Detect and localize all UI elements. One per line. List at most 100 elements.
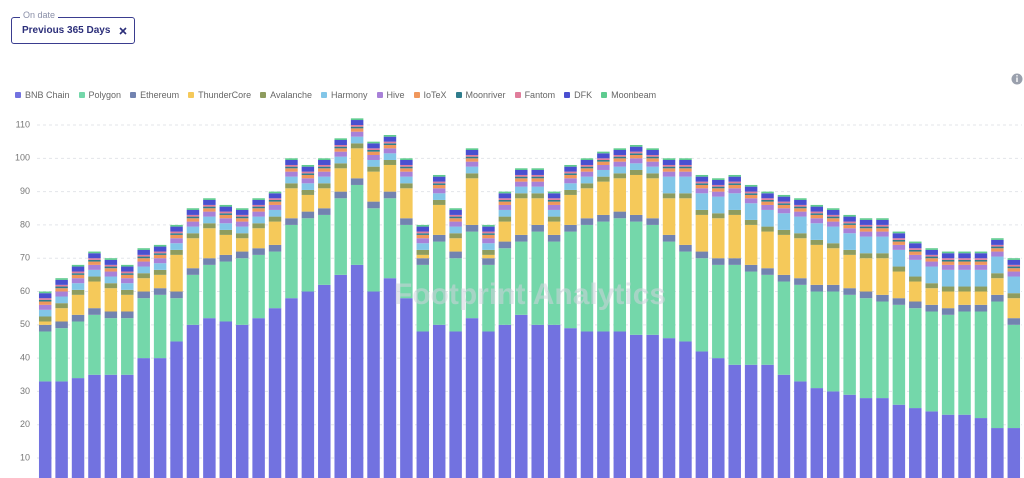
legend-item[interactable]: Polygon — [78, 90, 121, 100]
legend-label: ThunderCore — [198, 90, 252, 100]
bar-segment — [383, 136, 397, 142]
bar-segment — [876, 218, 889, 220]
bar-segment — [55, 286, 68, 289]
bar-segment — [416, 254, 430, 259]
legend-item[interactable]: Moonbeam — [601, 90, 656, 100]
bar-segment — [400, 188, 413, 219]
bar-segment — [974, 261, 988, 265]
bar-segment — [580, 176, 594, 184]
bar-segment — [38, 324, 52, 332]
legend-label: BNB Chain — [25, 90, 70, 100]
legend-item[interactable]: Fantom — [514, 90, 555, 100]
bar-segment — [892, 233, 906, 239]
bar-segment — [695, 181, 709, 184]
bar-segment — [679, 341, 692, 478]
bar-segment — [482, 249, 495, 255]
bar-segment — [71, 264, 85, 267]
bar-segment — [662, 158, 676, 160]
bar-segment — [285, 158, 298, 160]
bar-segment — [219, 204, 233, 207]
legend-item[interactable]: Hive — [376, 90, 405, 100]
bar-segment — [285, 164, 298, 167]
bar-segment — [531, 198, 544, 225]
bar-segment — [826, 248, 840, 285]
bar-segment — [547, 209, 561, 217]
bar-segment — [941, 259, 955, 262]
bar-segment — [318, 158, 331, 160]
bar-segment — [728, 176, 741, 182]
bar-segment — [71, 314, 85, 322]
bar-segment — [449, 218, 462, 222]
y-tick-label: 80 — [20, 219, 30, 229]
bar-segment — [531, 176, 544, 179]
bar-segment — [646, 148, 659, 150]
bar-segment — [449, 221, 462, 227]
legend-item[interactable]: BNB Chain — [15, 90, 70, 100]
bar-segment — [334, 138, 347, 141]
legend-item[interactable]: Avalanche — [260, 90, 312, 100]
legend-item[interactable]: Harmony — [321, 90, 368, 100]
bar-segment — [843, 249, 856, 255]
bar-segment — [564, 183, 577, 190]
bar-segment — [826, 284, 840, 292]
bar-segment — [876, 301, 889, 399]
close-icon[interactable] — [119, 27, 127, 35]
bar-segment — [712, 188, 725, 192]
bar-segment — [432, 193, 446, 200]
bar-segment — [761, 191, 774, 194]
bar-segment — [465, 318, 479, 478]
bar-segment — [432, 204, 446, 235]
legend-item[interactable]: DFK — [564, 90, 592, 100]
legend-label: DFK — [574, 90, 593, 100]
legend-item[interactable]: Moonriver — [455, 90, 506, 100]
bar-segment — [38, 293, 52, 299]
legend-swatch — [321, 92, 327, 98]
bar-segment — [235, 226, 249, 234]
bar-segment — [153, 263, 167, 270]
legend-label: Avalanche — [270, 90, 312, 100]
bar-segment — [826, 218, 840, 222]
bar-segment — [137, 298, 150, 359]
info-icon[interactable] — [1011, 73, 1023, 85]
bar-segment — [892, 244, 906, 250]
legend-item[interactable]: ThunderCore — [188, 90, 251, 100]
bar-segment — [761, 231, 774, 269]
bar-segment — [941, 291, 955, 309]
bar-segment — [843, 233, 856, 250]
bar-segment — [170, 224, 183, 227]
bar-segment — [137, 358, 150, 478]
date-filter[interactable]: On date Previous 365 Days — [11, 10, 135, 44]
bar-segment — [252, 248, 265, 255]
bar-segment — [597, 221, 610, 332]
bar-segment — [268, 251, 282, 309]
bar-segment — [1007, 264, 1021, 267]
bar-segment — [367, 149, 380, 152]
bar-segment — [252, 211, 265, 217]
legend-item[interactable]: IoTeX — [413, 90, 447, 100]
bar-segment — [432, 184, 446, 189]
bar-segment — [400, 159, 413, 165]
legend-label: Harmony — [331, 90, 368, 100]
bar-segment — [301, 183, 315, 190]
bar-segment — [350, 143, 364, 149]
bar-segment — [941, 261, 955, 265]
bar-segment — [597, 331, 610, 478]
bar-segment — [121, 266, 134, 272]
bar-segment — [121, 318, 134, 375]
legend-item[interactable]: Ethereum — [130, 90, 179, 100]
bar-segment — [465, 161, 479, 167]
bar-segment — [564, 173, 577, 175]
bar-segment — [38, 331, 52, 382]
bar-segment — [104, 318, 118, 375]
bar-segment — [629, 145, 643, 147]
bar-segment — [613, 166, 627, 174]
bar-segment — [531, 324, 544, 478]
bar-segment — [859, 236, 873, 254]
bar-segment — [38, 299, 52, 302]
bar-segment — [88, 276, 101, 282]
bar-segment — [515, 193, 528, 199]
bar-segment — [695, 214, 709, 252]
bar-segment — [843, 228, 856, 234]
bar-segment — [564, 164, 577, 167]
bar-segment — [416, 238, 430, 244]
